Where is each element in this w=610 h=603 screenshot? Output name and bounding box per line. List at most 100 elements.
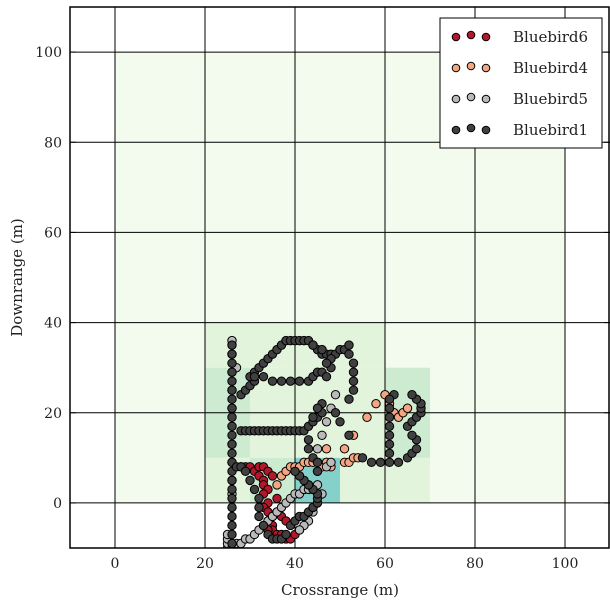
points-layer [222,335,426,548]
heatmap-cell [160,322,205,368]
heatmap-cell [205,142,250,188]
data-point-bluebird1 [344,340,354,350]
data-point-bluebird1 [348,376,359,386]
data-point-bluebird1 [393,457,404,468]
data-point-bluebird1 [384,439,395,450]
heatmap-cell [160,52,205,98]
data-point-bluebird1 [303,435,314,445]
heatmap-cell [340,277,385,323]
data-point-bluebird6 [272,493,282,504]
data-point-bluebird1 [344,394,354,404]
data-point-bluebird1 [227,448,237,459]
legend-marker [451,94,461,104]
legend-marker [481,94,491,104]
data-point-bluebird1 [290,466,300,477]
heatmap-cell [295,97,340,143]
heatmap-cell [430,457,475,503]
data-point-bluebird5 [294,525,305,535]
data-point-bluebird1 [249,484,260,495]
heatmap-cell [250,322,295,368]
data-point-bluebird1 [407,430,417,440]
heatmap-cell [520,277,565,323]
data-point-bluebird5 [317,430,327,440]
legend-marker [466,92,476,102]
data-point-bluebird1 [249,371,260,382]
data-point-bluebird1 [227,394,237,404]
x-tick-label: 80 [466,556,484,572]
data-point-bluebird1 [335,417,345,427]
data-point-bluebird1 [227,421,237,431]
data-point-bluebird1 [227,358,237,368]
legend-marker [466,61,476,71]
data-point-bluebird1 [384,412,395,422]
legend-label: Bluebird6 [513,28,588,46]
heatmap-cell [295,52,340,98]
data-point-bluebird1 [276,376,287,386]
data-point-bluebird1 [384,394,395,404]
data-point-bluebird1 [348,385,359,395]
heatmap-cell [295,232,340,278]
data-point-bluebird5 [312,444,323,454]
data-point-bluebird4 [321,444,332,454]
heatmap-cell [520,187,565,233]
data-point-bluebird5 [321,417,332,427]
heatmap-cell [250,52,295,98]
y-tick-label: 80 [44,135,62,151]
x-axis-label: Crossrange (m) [281,581,399,599]
heatmap-cell [250,277,295,323]
heatmap-cell [430,187,475,233]
data-point-bluebird1 [227,430,237,440]
heatmap-cell [520,412,565,458]
x-tick-label: 40 [286,556,304,572]
data-point-bluebird1 [375,457,386,468]
data-point-bluebird1 [384,457,395,468]
data-point-bluebird1 [227,475,237,486]
heatmap-cell [475,232,520,278]
heatmap-cell [160,277,205,323]
legend-marker [451,32,461,42]
data-point-bluebird1 [407,390,417,400]
heatmap-cell [430,322,475,368]
y-tick-label: 40 [44,316,62,332]
heatmap-cell [115,412,160,458]
legend-marker [481,63,491,73]
heatmap-cell [205,97,250,143]
heatmap-cell [430,412,475,458]
heatmap-cell [160,142,205,188]
data-point-bluebird1 [308,412,318,422]
data-point-bluebird1 [254,511,264,522]
data-point-bluebird1 [227,502,237,513]
heatmap-cell [475,367,520,413]
heatmap-cell [115,187,160,233]
data-point-bluebird1 [344,349,354,359]
heatmap-cell [115,457,160,503]
data-point-bluebird1 [227,484,237,495]
data-point-bluebird1 [245,475,255,486]
heatmap-cell [205,277,250,323]
heatmap-layer [115,52,565,503]
y-tick-label: 100 [35,45,62,61]
heatmap-cell [160,412,205,458]
legend: Bluebird6 Bluebird4 Bluebird5 Bluebird1 [439,17,603,149]
data-point-bluebird1 [227,349,237,359]
data-point-bluebird1 [312,457,323,468]
data-point-bluebird1 [384,403,395,413]
data-point-bluebird5 [326,457,336,468]
heatmap-cell [250,142,295,188]
data-point-bluebird4 [339,444,350,454]
legend-marker [466,123,476,133]
heatmap-cell [520,322,565,368]
data-point-bluebird1 [258,520,269,531]
heatmap-cell [385,142,430,188]
data-point-bluebird1 [321,358,332,368]
heatmap-cell [385,52,430,98]
plot-frame [69,6,610,549]
heatmap-cell [475,457,520,503]
legend-label: Bluebird4 [513,59,588,77]
heatmap-cell [430,232,475,278]
data-point-bluebird1 [227,511,237,522]
data-point-bluebird1 [227,340,237,350]
data-point-bluebird5 [330,390,341,400]
heatmap-cell [475,277,520,323]
heatmap-cell [160,187,205,233]
